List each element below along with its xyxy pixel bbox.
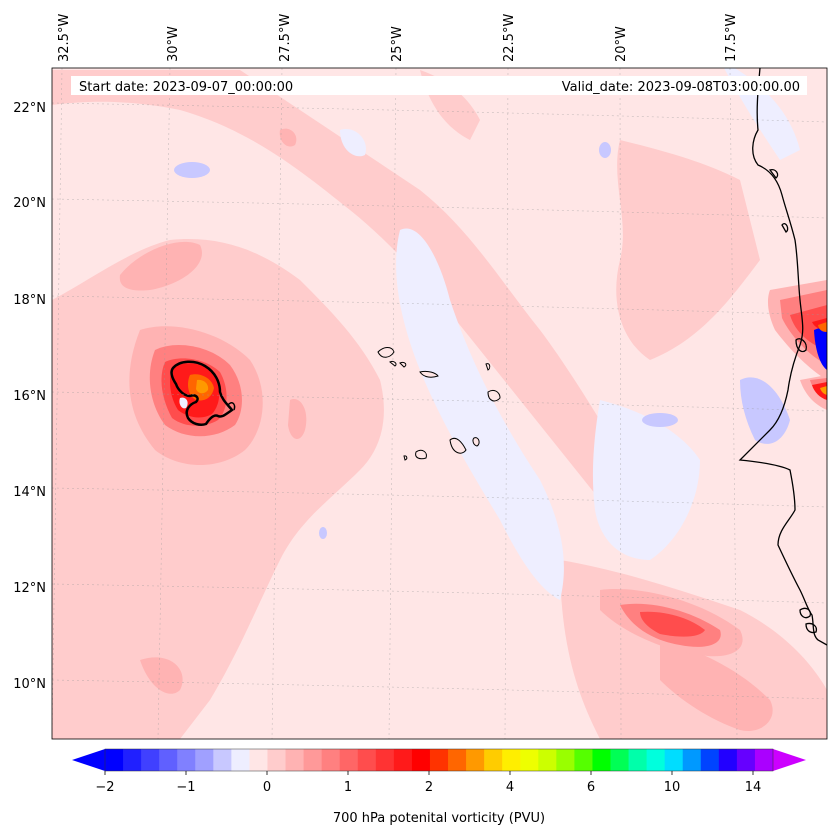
lat-label: 16°N — [13, 389, 46, 404]
colorbar-cell — [682, 749, 702, 771]
start-date-text: Start date: 2023-09-07_00:00:00 — [79, 80, 293, 95]
colorbar-cell — [339, 749, 359, 771]
colorbar-cell — [375, 749, 395, 771]
colorbar-cell — [754, 749, 774, 771]
colorbar-tick-label: 4 — [506, 780, 514, 795]
lon-label: 22.5°W — [502, 14, 517, 62]
colorbar-cell — [736, 749, 756, 771]
lon-label: 17.5°W — [724, 14, 739, 62]
colorbar-cell — [231, 749, 251, 771]
colorbar-cell — [411, 749, 431, 771]
graticule — [52, 68, 827, 739]
pv-contours-negative-mid — [174, 142, 790, 539]
colorbar-cell — [177, 749, 196, 771]
colorbar-cell — [195, 749, 214, 771]
map-frame — [51, 67, 828, 740]
colorbar-cell — [718, 749, 738, 771]
colorbar-cell — [448, 749, 467, 771]
lat-label: 22°N — [13, 101, 46, 116]
colorbar-cell — [646, 749, 666, 771]
info-bar: Start date: 2023-09-07_00:00:00 Valid_da… — [71, 76, 807, 95]
colorbar: −2 −1 0 1 2 4 6 10 14 700 hPa potenital … — [72, 748, 806, 826]
colorbar-tick-label: 14 — [745, 780, 762, 795]
lat-label: 10°N — [13, 677, 46, 692]
coastal-vorticity — [812, 318, 827, 400]
colorbar-tick-label: 6 — [587, 780, 595, 795]
lat-label: 18°N — [13, 293, 46, 308]
longitude-labels: 32.5°W 30°W 27.5°W 25°W 22.5°W 20°W 17.5… — [57, 14, 739, 62]
colorbar-cell — [267, 749, 287, 771]
colorbar-cell — [141, 749, 160, 771]
colorbar-cell — [574, 749, 594, 771]
colorbar-label: 700 hPa potenital vorticity (PVU) — [333, 811, 545, 826]
lon-label: 32.5°W — [57, 14, 72, 62]
colorbar-tick-label: 10 — [664, 780, 681, 795]
colorbar-cell — [285, 749, 305, 771]
colorbar-cell — [610, 749, 630, 771]
colorbar-tick-label: 1 — [344, 780, 352, 795]
colorbar-cell — [321, 749, 341, 771]
colorbar-cell — [520, 749, 539, 771]
colorbar-cell — [538, 749, 557, 771]
storm-core — [170, 360, 236, 426]
colorbar-cell — [484, 749, 503, 771]
colorbar-tick-label: 2 — [425, 780, 433, 795]
lon-label: 30°W — [166, 26, 181, 62]
lat-label: 20°N — [13, 196, 46, 211]
colorbar-extend-max — [773, 749, 806, 771]
colorbar-tick-labels: −2 −1 0 1 2 4 6 10 14 — [95, 780, 761, 795]
map-panel — [52, 68, 827, 739]
colorbar-frame — [104, 748, 774, 772]
lon-label: 20°W — [614, 26, 629, 62]
colorbar-extend-min — [72, 749, 105, 771]
colorbar-tick-label: −2 — [95, 780, 114, 795]
colorbar-cell — [213, 749, 232, 771]
colorbar-cell — [628, 749, 648, 771]
colorbar-cell — [664, 749, 684, 771]
colorbar-cell — [592, 749, 612, 771]
colorbar-cells — [105, 749, 774, 771]
colorbar-cell — [357, 749, 377, 771]
valid-date-text: Valid_date: 2023-09-08T03:00:00.00 — [562, 80, 800, 95]
colorbar-cell — [502, 749, 521, 771]
colorbar-cell — [303, 749, 323, 771]
colorbar-cell — [429, 749, 449, 771]
lon-label: 27.5°W — [278, 14, 293, 62]
colorbar-cell — [466, 749, 485, 771]
colorbar-cell — [249, 749, 269, 771]
lat-label: 14°N — [13, 485, 46, 500]
colorbar-cell — [393, 749, 413, 771]
lat-label: 12°N — [13, 581, 46, 596]
colorbar-cell — [556, 749, 575, 771]
colorbar-cell — [700, 749, 720, 771]
colorbar-tick-label: 0 — [263, 780, 271, 795]
latitude-labels: 22°N 20°N 18°N 16°N 14°N 12°N 10°N — [13, 101, 46, 692]
lon-label: 25°W — [390, 26, 405, 62]
colorbar-tick-label: −1 — [176, 780, 195, 795]
colorbar-cell — [159, 749, 178, 771]
colorbar-ticks — [104, 771, 754, 775]
colorbar-cell — [105, 749, 124, 771]
african-coastline — [738, 68, 827, 646]
cabo-verde-islands — [377, 347, 501, 461]
colorbar-cell — [123, 749, 142, 771]
